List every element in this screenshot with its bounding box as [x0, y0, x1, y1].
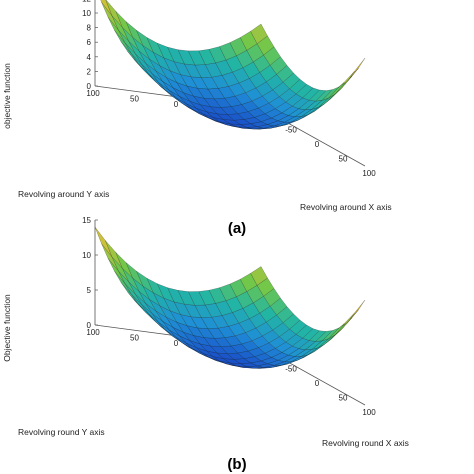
panel-a-surface-patch [347, 57, 366, 81]
panel-a-xtick-label: 100 [362, 169, 376, 178]
panel-b-ztick-label: 0 [87, 321, 92, 330]
panel-a-ztick-label: 12 [82, 0, 91, 3]
panel-b-ytick-label: 50 [130, 334, 139, 343]
panel-a-label: (a) [228, 220, 246, 237]
panel-a-xtick-label: 0 [315, 140, 320, 149]
panel-a: 02468101214100500-50-100100500-50-100 ob… [2, 0, 392, 237]
panel-b-label: (b) [227, 456, 246, 473]
panel-a-surface [100, 0, 366, 130]
panel-a-ztick-label: 6 [87, 38, 92, 47]
panel-b-texts: Objective function Revolving round Y axi… [2, 294, 409, 473]
panel-a-ytick-label: 50 [130, 95, 139, 104]
panel-b-ztick-label: 15 [82, 216, 91, 225]
panel-a-ylabel: Revolving around Y axis [18, 189, 109, 199]
panel-a-zlabel: objective function [2, 63, 12, 129]
panel-a-ytick-label: 0 [174, 100, 179, 109]
panel-a-ztick-label: 2 [87, 67, 92, 76]
panel-a-xtick-label: -50 [285, 126, 297, 135]
panel-a-surface-patch [250, 23, 268, 44]
panel-b-ztick-label: 5 [87, 286, 92, 295]
panel-b-surface-patch [347, 299, 366, 323]
panel-b-surface-patch [250, 266, 268, 286]
panel-b-xtick-label: 0 [315, 379, 320, 388]
panel-b-xtick-label: -50 [285, 365, 297, 374]
panel-b-xtick-label: 50 [339, 394, 348, 403]
panel-b-ytick-label: 100 [86, 328, 100, 337]
panel-b-surface-patch [94, 226, 113, 257]
panel-b-ylabel: Revolving round Y axis [18, 427, 105, 437]
panel-b-surface [94, 226, 366, 369]
panel-a-ztick-label: 10 [82, 9, 91, 18]
panel-a-xlabel: Revolving around X axis [300, 202, 392, 212]
panel-a-ztick-label: 4 [87, 53, 92, 62]
panel-a-ytick-label: 100 [86, 89, 100, 98]
panel-b-ytick-label: 0 [174, 339, 179, 348]
panel-a-ztick-label: 0 [87, 82, 92, 91]
panel-a-xtick-label: 50 [339, 155, 348, 164]
panel-b-xtick-label: 100 [362, 408, 376, 417]
panel-b-ztick-label: 10 [82, 251, 91, 260]
panel-a-ztick-label: 8 [87, 24, 92, 33]
panel-b-zlabel: Objective function [2, 294, 12, 362]
panel-a-texts: objective function Revolving around Y ax… [2, 63, 392, 237]
panel-b-xlabel: Revolving round X axis [322, 438, 409, 448]
